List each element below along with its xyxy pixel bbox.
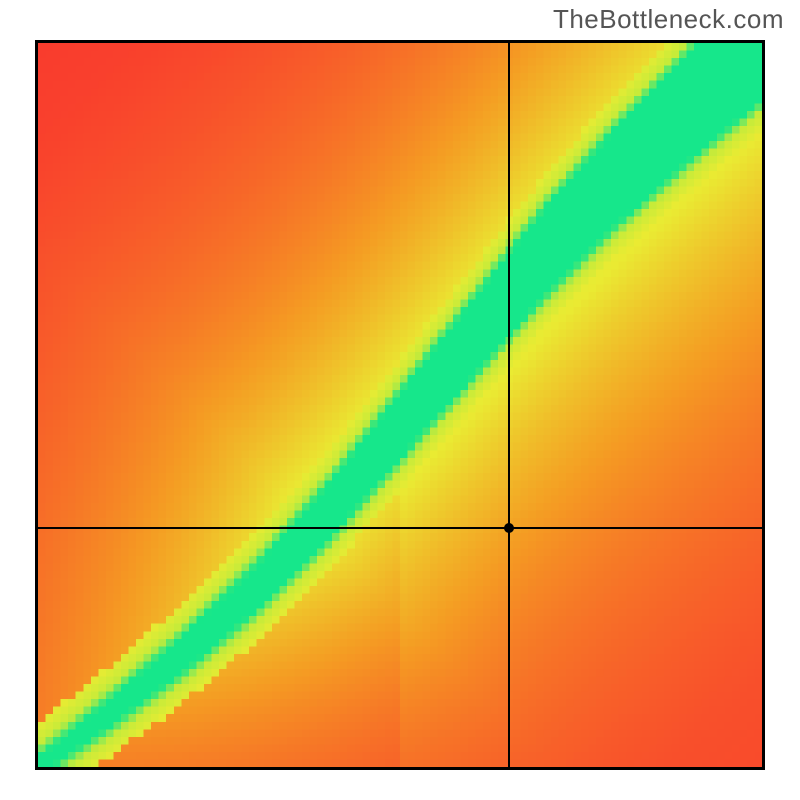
plot-area: [35, 40, 765, 770]
crosshair-horizontal: [38, 527, 762, 529]
chart-root: TheBottleneck.com: [0, 0, 800, 800]
heatmap-canvas: [38, 43, 762, 767]
watermark-text: TheBottleneck.com: [553, 4, 784, 35]
crosshair-vertical: [508, 43, 510, 767]
crosshair-marker: [504, 523, 514, 533]
